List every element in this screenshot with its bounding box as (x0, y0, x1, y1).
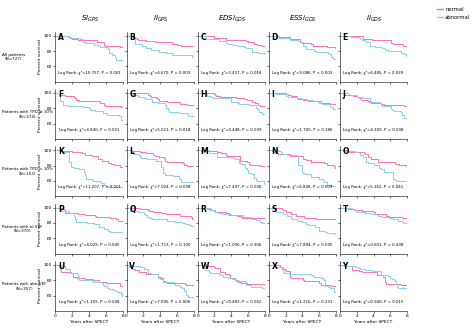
Y-axis label: Percent survival: Percent survival (38, 211, 42, 246)
Text: $ESSi_{GDS}$: $ESSi_{GDS}$ (290, 14, 317, 24)
Text: V: V (129, 262, 135, 271)
Text: U: U (58, 262, 64, 271)
Text: H: H (201, 90, 207, 99)
Y-axis label: Percent survival: Percent survival (38, 96, 42, 132)
Text: Log Rank: χ²=7.024, P = 0.008: Log Rank: χ²=7.024, P = 0.008 (130, 185, 191, 189)
Text: Log Rank: χ²=1.713, P = 0.100: Log Rank: χ²=1.713, P = 0.100 (130, 243, 191, 247)
Text: Q: Q (129, 205, 136, 214)
Text: Log Rank: χ²=5.162, P = 0.041: Log Rank: χ²=5.162, P = 0.041 (343, 185, 404, 189)
Text: B: B (129, 33, 135, 42)
Text: F: F (58, 90, 64, 99)
Text: E: E (343, 33, 348, 42)
Text: Log Rank: χ²=7.497, P = 0.006: Log Rank: χ²=7.497, P = 0.006 (201, 185, 262, 189)
Text: Patients with TPD ≥ 10%
(N=374): Patients with TPD ≥ 10% (N=374) (2, 110, 53, 119)
Text: Log Rank: χ²=6.670, P = 0.003: Log Rank: χ²=6.670, P = 0.003 (130, 71, 191, 75)
Text: Log Rank: χ²=0.483, P = 0.062: Log Rank: χ²=0.483, P = 0.062 (201, 300, 262, 304)
X-axis label: Years after SPECT: Years after SPECT (212, 320, 250, 324)
Text: $EDSi_{GDS}$: $EDSi_{GDS}$ (218, 14, 246, 24)
Text: Log Rank: χ²=11.207, P = 0.001: Log Rank: χ²=11.207, P = 0.001 (58, 185, 120, 189)
Text: Log Rank: χ²=4.029, P = 0.045: Log Rank: χ²=4.029, P = 0.045 (59, 243, 119, 247)
Text: I: I (272, 90, 274, 99)
Text: S: S (272, 205, 277, 214)
Text: Log Rank: χ²=6.485, P = 0.039: Log Rank: χ²=6.485, P = 0.039 (343, 71, 404, 75)
Text: L: L (129, 147, 134, 156)
Text: N: N (272, 147, 278, 156)
Text: A: A (58, 33, 64, 42)
Text: $SI_{GPS}$: $SI_{GPS}$ (81, 14, 99, 24)
Text: Y: Y (343, 262, 348, 271)
Text: Log Rank: χ²=7.695, P = 0.006: Log Rank: χ²=7.695, P = 0.006 (130, 300, 190, 304)
Text: M: M (201, 147, 208, 156)
Text: Log Rank: χ²=1.006, P = 0.306: Log Rank: χ²=1.006, P = 0.306 (201, 243, 262, 247)
Text: K: K (58, 147, 64, 156)
Text: Log Rank: χ²=1.216, P = 0.231: Log Rank: χ²=1.216, P = 0.231 (272, 300, 333, 304)
Text: Patients with TPD < 10%
(N=153): Patients with TPD < 10% (N=153) (2, 168, 53, 176)
Text: Log Rank: χ²=6.848, P = 0.009: Log Rank: χ²=6.848, P = 0.009 (272, 185, 333, 189)
Text: $II_{GPS}$: $II_{GPS}$ (153, 14, 169, 24)
Text: Log Rank: χ²=4.448, P = 0.009: Log Rank: χ²=4.448, P = 0.009 (201, 128, 262, 132)
Text: Log Rank: χ²=0.940, P = 0.015: Log Rank: χ²=0.940, P = 0.015 (343, 300, 404, 304)
X-axis label: Years after SPECT: Years after SPECT (141, 320, 179, 324)
Text: Log Rank: χ²=9.086, P = 0.003: Log Rank: χ²=9.086, P = 0.003 (272, 71, 333, 75)
Text: Log Rank: χ²=1.309, P = 0.008: Log Rank: χ²=1.309, P = 0.008 (59, 300, 119, 304)
Text: W: W (201, 262, 209, 271)
Text: X: X (272, 262, 277, 271)
Text: $II_{GDS}$: $II_{GDS}$ (366, 14, 383, 24)
X-axis label: Years after SPECT: Years after SPECT (70, 320, 108, 324)
Legend: normal, abnormal: normal, abnormal (436, 6, 471, 21)
Text: G: G (129, 90, 136, 99)
X-axis label: Years after SPECT: Years after SPECT (283, 320, 321, 324)
Text: T: T (343, 205, 348, 214)
Y-axis label: Percent survival: Percent survival (38, 154, 42, 189)
Text: Log Rank: χ²=7.894, P = 0.005: Log Rank: χ²=7.894, P = 0.005 (272, 243, 333, 247)
X-axis label: Years after SPECT: Years after SPECT (355, 320, 392, 324)
Text: C: C (201, 33, 206, 42)
Text: R: R (201, 205, 206, 214)
Text: Log Rank: χ²=4.840, P = 0.031: Log Rank: χ²=4.840, P = 0.031 (59, 128, 119, 132)
Text: D: D (272, 33, 278, 42)
Text: Log Rank: χ²=10.757, P = 0.001: Log Rank: χ²=10.757, P = 0.001 (58, 71, 120, 75)
Text: O: O (343, 147, 349, 156)
Y-axis label: Percent survival: Percent survival (38, 39, 42, 74)
Text: Log Rank: χ²=3.437, P = 0.018: Log Rank: χ²=3.437, P = 0.018 (201, 71, 262, 75)
Text: Log Rank: χ²=0.601, P = 0.438: Log Rank: χ²=0.601, P = 0.438 (343, 243, 404, 247)
Text: Log Rank: χ²=5.021, P = 0.018: Log Rank: χ²=5.021, P = 0.018 (130, 128, 191, 132)
Y-axis label: Percent survival: Percent survival (38, 268, 42, 304)
Text: Patients with nl-VEF
(N=370): Patients with nl-VEF (N=370) (2, 225, 43, 233)
Text: P: P (58, 205, 64, 214)
Text: Patients with abn-VEF
(N=357): Patients with abn-VEF (N=357) (2, 282, 47, 290)
Text: Log Rank: χ²=1.700, P = 0.186: Log Rank: χ²=1.700, P = 0.186 (272, 128, 333, 132)
Text: Log Rank: χ²=4.309, P = 0.038: Log Rank: χ²=4.309, P = 0.038 (343, 128, 404, 132)
Text: J: J (343, 90, 346, 99)
Text: All patients
(N=727): All patients (N=727) (2, 53, 26, 61)
